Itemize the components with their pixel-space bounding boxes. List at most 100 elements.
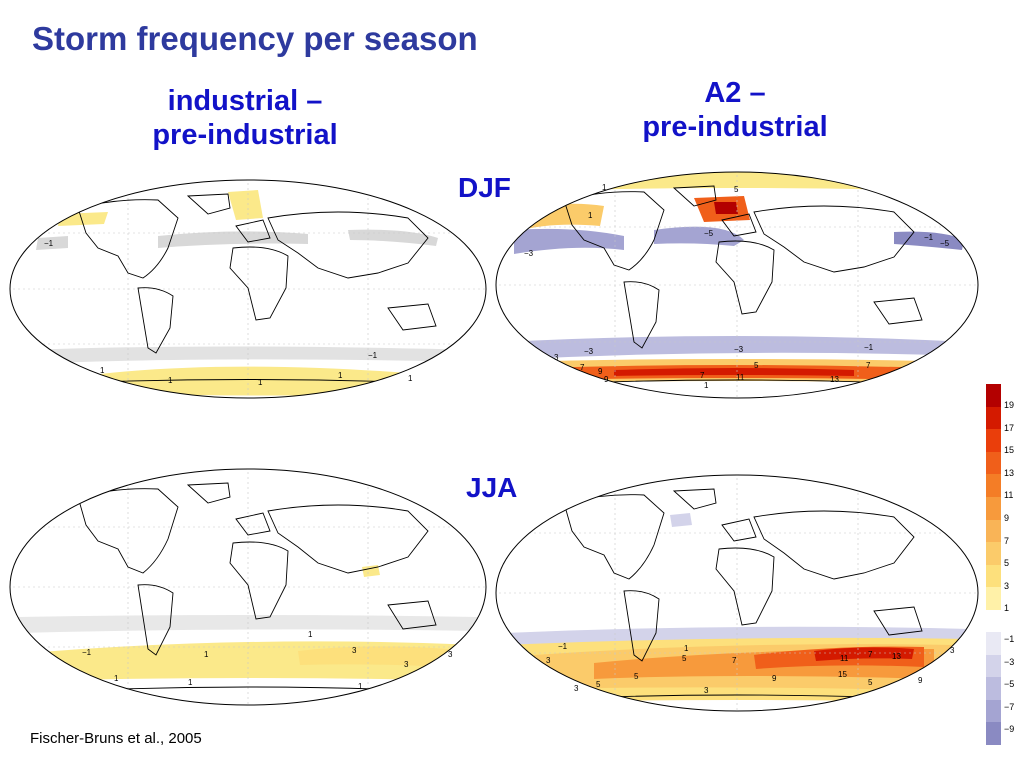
contour-label: −1 — [864, 343, 874, 352]
contour-label: 1 — [358, 682, 363, 691]
continent-greenland — [186, 193, 231, 215]
anomaly-patch — [298, 646, 448, 667]
continent-asia — [753, 205, 915, 273]
contour-label: 3 — [352, 646, 357, 655]
continent-north-america — [77, 199, 179, 279]
colorbar-cell-positive — [986, 451, 1001, 475]
colorbar-tick-label: 1 — [1004, 603, 1010, 614]
contour-label: 1 — [602, 183, 607, 192]
contour-label: 1 — [100, 366, 105, 375]
contour-label: 1 — [588, 211, 593, 220]
column-header-line2: pre-industrial — [152, 119, 338, 151]
colorbar-cell-positive — [986, 429, 1001, 452]
continent-south-america — [623, 281, 660, 349]
continent-europe — [235, 512, 271, 536]
contour-label: −3 — [584, 347, 594, 356]
colorbar: 19 17 15 13 11 9 7 5 3 1 −1 −3 −5 −7 −9 — [986, 384, 1024, 768]
anomaly-patch — [36, 236, 68, 250]
column-header-a2: A2 – pre-industrial — [610, 76, 860, 144]
continent-australia — [387, 600, 437, 630]
contour-label: −5 — [940, 239, 950, 248]
colorbar-tick-label: −5 — [1004, 679, 1015, 690]
contour-label: −5 — [704, 229, 714, 238]
colorbar-cell-positive — [986, 406, 1001, 430]
contour-label: 3 — [554, 353, 559, 362]
contour-label: 3 — [704, 686, 709, 695]
continent-south-america — [137, 287, 174, 354]
continent-europe — [721, 518, 757, 542]
contour-label: 9 — [772, 674, 777, 683]
colorbar-tick-label: 17 — [1004, 422, 1015, 433]
continent-africa — [715, 547, 775, 626]
contour-label: 1 — [684, 644, 689, 653]
colorbar-tick-label: 13 — [1004, 467, 1015, 478]
contour-label: 5 — [754, 361, 759, 370]
continent-africa — [229, 541, 289, 620]
contour-label: 9 — [598, 367, 603, 376]
slide-title: Storm frequency per season — [32, 20, 478, 57]
contour-label: 11 — [736, 373, 745, 382]
colorbar-cell-positive — [986, 384, 1001, 407]
colorbar-cell-positive — [986, 564, 1001, 588]
colorbar-cell-negative — [986, 722, 1001, 745]
anomaly-patch — [514, 228, 624, 254]
anomaly-patch — [894, 231, 964, 250]
contour-label: −1 — [924, 233, 934, 242]
colorbar-cell-positive — [986, 587, 1001, 610]
contour-label: −3 — [524, 249, 534, 258]
contour-label: −3 — [734, 345, 744, 354]
colorbar-tick-label: 5 — [1004, 558, 1010, 569]
contour-label: 1 — [704, 381, 709, 390]
column-header-line1: industrial – — [167, 85, 323, 117]
colorbar-tick-label: 9 — [1004, 513, 1010, 523]
colorbar-cell-positive — [986, 497, 1001, 520]
contour-label: 1 — [114, 674, 119, 683]
citation: Fischer-Bruns et al., 2005 — [30, 730, 202, 747]
contour-label: 1 — [308, 630, 313, 639]
contour-label: 5 — [596, 680, 601, 689]
contour-label: 7 — [700, 371, 705, 380]
anomaly-patch — [28, 346, 478, 364]
continent-asia — [267, 211, 429, 279]
contour-label: 7 — [868, 650, 873, 659]
column-header-line1: A2 – — [704, 77, 766, 109]
anomaly-patch — [670, 513, 692, 527]
contour-label: 3 — [574, 684, 579, 693]
contour-label: 1 — [338, 371, 343, 380]
contour-label: 15 — [838, 670, 847, 679]
colorbar-tick-label: 15 — [1004, 445, 1015, 456]
colorbar-cell-positive — [986, 519, 1001, 543]
contour-label: 1 — [408, 374, 413, 383]
colorbar-tick-label: 11 — [1004, 490, 1014, 501]
contour-label: −1 — [82, 648, 92, 657]
contour-label: 1 — [258, 378, 263, 387]
anomaly-patch — [714, 202, 738, 214]
contour-label: 13 — [892, 652, 901, 661]
contour-label: −1 — [44, 239, 54, 248]
contour-label: 3 — [950, 646, 955, 655]
colorbar-tick-label: −7 — [1004, 701, 1015, 712]
contour-label: −1 — [368, 351, 378, 360]
contour-label: 9 — [918, 676, 923, 685]
continent-asia — [267, 504, 429, 574]
column-header-line2: pre-industrial — [642, 111, 828, 143]
colorbar-cell-positive — [986, 474, 1001, 497]
contour-label: 7 — [580, 363, 585, 372]
contour-label: 7 — [732, 656, 737, 665]
contour-label: 5 — [682, 654, 687, 663]
continent-north-america — [563, 191, 665, 271]
row-label-jja: JJA — [466, 472, 518, 503]
contour-label: 11 — [840, 654, 849, 663]
colorbar-cell-positive — [986, 542, 1001, 565]
anomaly-patch — [348, 229, 438, 246]
colorbar-tick-label: −1 — [1004, 634, 1015, 644]
contour-label: 3 — [448, 650, 453, 659]
contour-label: 3 — [546, 656, 551, 665]
anomaly-patch — [362, 565, 380, 577]
colorbar-tick-label: 19 — [1004, 400, 1015, 410]
contour-label: 5 — [634, 672, 639, 681]
contour-label: 5 — [868, 678, 873, 687]
contour-label: −1 — [558, 642, 568, 651]
contour-label: 3 — [404, 660, 409, 669]
contour-label: 1 — [168, 376, 173, 385]
